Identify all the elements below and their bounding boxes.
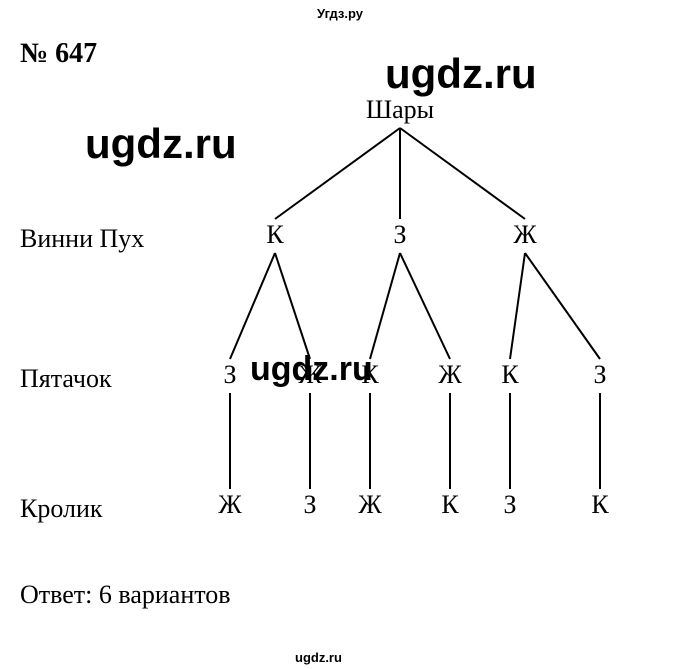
site-label-top: Угдз.ру: [317, 6, 363, 21]
answer-text: Ответ: 6 вариантов: [20, 580, 231, 610]
tree-node: Ж: [358, 490, 381, 520]
tree-node: К: [361, 360, 378, 390]
tree-node: З: [593, 360, 606, 390]
watermark-bottom: ugdz.ru: [295, 650, 342, 665]
problem-number: № 647: [20, 38, 97, 70]
row-label: Винни Пух: [20, 224, 144, 254]
tree-node: З: [223, 360, 236, 390]
row-label: Пятачок: [20, 364, 112, 394]
tree-node: К: [266, 220, 283, 250]
row-label: Кролик: [20, 494, 103, 524]
watermark-top-left: ugdz.ru: [85, 120, 237, 168]
tree-node: З: [303, 490, 316, 520]
tree-node: З: [393, 220, 406, 250]
watermark-top-right: ugdz.ru: [385, 50, 537, 98]
tree-node: Ж: [513, 220, 536, 250]
tree-edges: [0, 0, 680, 669]
tree-node: К: [501, 360, 518, 390]
tree-node: К: [441, 490, 458, 520]
tree-node: З: [503, 490, 516, 520]
tree-node: Ж: [298, 360, 321, 390]
tree-node: Шары: [366, 95, 434, 125]
tree-node: К: [591, 490, 608, 520]
tree-node: Ж: [218, 490, 241, 520]
tree-node: Ж: [438, 360, 461, 390]
